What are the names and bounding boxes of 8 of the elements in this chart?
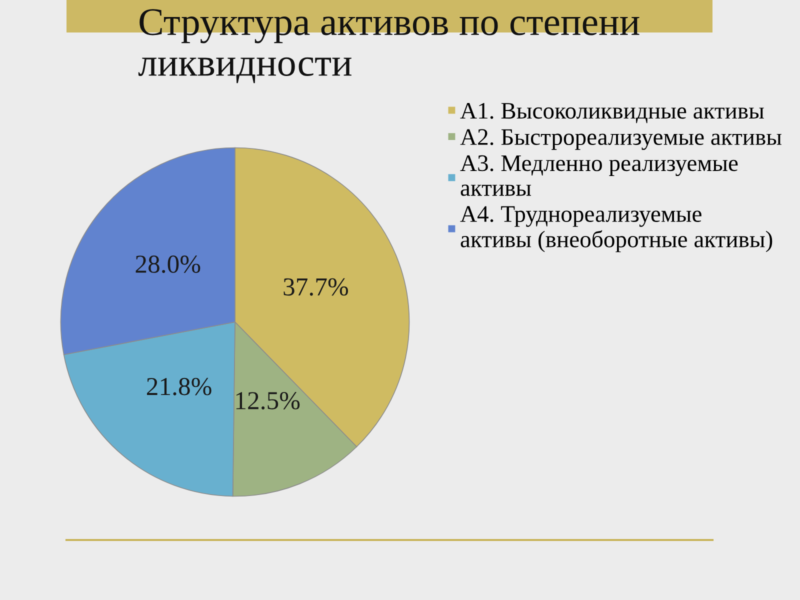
data-label: 28.0% — [136, 256, 200, 274]
data-label: 12.5% — [236, 392, 300, 410]
legend-label: А2. Быстрореализуемые активы — [460, 129, 782, 150]
legend-label: А4. Труднореализуемые активы (внеоборотные активы) — [460, 206, 772, 252]
data-label: 37.7% — [284, 278, 348, 296]
legend-label: А1. Высоколиквидные активы — [460, 102, 764, 124]
data-label: 21.8% — [146, 378, 212, 396]
legend-label: А3. Медленно реализуемые активы — [460, 155, 738, 196]
